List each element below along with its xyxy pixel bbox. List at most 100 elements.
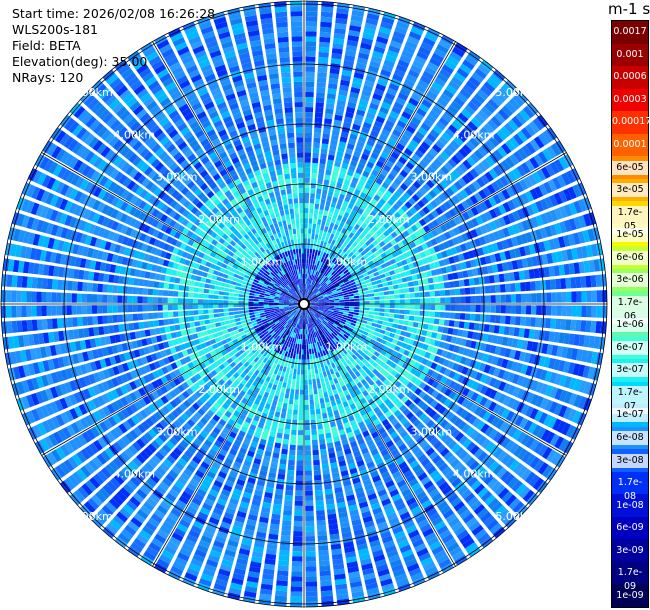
ray-gate xyxy=(508,497,521,510)
ray-gate xyxy=(405,332,412,338)
ray-gate xyxy=(46,418,56,431)
ray-gate xyxy=(315,373,320,379)
ray-gate xyxy=(294,317,298,323)
ray-gate xyxy=(317,352,321,358)
ray-gate xyxy=(236,478,246,487)
ray-gate xyxy=(450,264,457,272)
ray-gate xyxy=(288,357,293,364)
ray-gate xyxy=(311,439,318,446)
ray-gate xyxy=(339,516,349,524)
ray-gate xyxy=(357,374,364,382)
ray-gate xyxy=(192,474,202,483)
ray-gate xyxy=(384,295,390,300)
ray-gate xyxy=(543,266,550,278)
ray-gate xyxy=(448,380,457,389)
ray-gate xyxy=(364,165,372,174)
ray-gate xyxy=(98,508,111,521)
ray-gate xyxy=(312,343,316,349)
ray-gate xyxy=(354,301,360,304)
ray-gate xyxy=(319,204,325,211)
ray-gate xyxy=(299,349,302,355)
ray-gate xyxy=(365,279,372,284)
ray-gate xyxy=(386,549,399,559)
ray-gate xyxy=(315,337,319,343)
ray-gate xyxy=(441,132,452,142)
ray-gate xyxy=(315,403,320,410)
ray-gate xyxy=(535,317,541,328)
ray-gate xyxy=(380,578,393,587)
ray-gate xyxy=(395,199,404,208)
ray-gate xyxy=(300,364,304,370)
ray-gate xyxy=(366,439,375,447)
ray-gate xyxy=(473,277,480,286)
ray-gate xyxy=(361,236,368,243)
ray-gate xyxy=(312,309,317,313)
ray-gate xyxy=(279,318,285,323)
ray-gate xyxy=(322,310,328,313)
ray-gate xyxy=(474,68,487,80)
ray-gate xyxy=(140,465,151,476)
ray-gate xyxy=(331,316,337,320)
ray-gate xyxy=(486,77,499,89)
ray-gate xyxy=(528,243,536,255)
ray-gate xyxy=(379,273,386,279)
ray-gate xyxy=(321,355,326,362)
ray-gate xyxy=(350,391,357,399)
ray-gate xyxy=(180,453,191,463)
ray-gate xyxy=(184,409,193,418)
ray-gate xyxy=(309,394,314,400)
ray-gate xyxy=(393,422,402,431)
ray-gate xyxy=(328,294,334,298)
ray-gate xyxy=(246,400,253,408)
ray-gate xyxy=(539,198,549,211)
ray-gate xyxy=(216,498,227,507)
ray-gate xyxy=(236,434,244,443)
ray-gate xyxy=(320,256,325,263)
ray-gate xyxy=(333,119,342,126)
ray-gate xyxy=(133,426,143,437)
ray-gate xyxy=(412,60,425,70)
ray-gate xyxy=(370,402,378,410)
ray-gate xyxy=(312,287,316,292)
ray-gate xyxy=(295,480,303,486)
ray-gate xyxy=(409,333,417,340)
ray-gate xyxy=(313,300,319,302)
ray-gate xyxy=(330,201,337,208)
ray-gate xyxy=(307,307,312,312)
ray-gate xyxy=(535,214,544,227)
ray-gate xyxy=(338,293,344,297)
ray-gate xyxy=(526,204,535,216)
ray-gate xyxy=(359,47,371,55)
ray-gate xyxy=(281,525,292,531)
ray-gate xyxy=(477,247,485,256)
ray-gate xyxy=(352,216,359,224)
ray-gate xyxy=(318,299,324,302)
ray-gate xyxy=(343,179,351,186)
ray-gate xyxy=(194,492,205,502)
ray-gate xyxy=(256,531,267,539)
ray-gate xyxy=(372,344,379,351)
ray-gate xyxy=(479,342,487,352)
ray-gate xyxy=(408,478,419,488)
ray-gate xyxy=(507,225,515,236)
ray-gate xyxy=(235,456,244,464)
ray-gate xyxy=(280,312,286,316)
ray-gate xyxy=(435,304,441,311)
ray-gate xyxy=(156,529,169,540)
ray-gate xyxy=(439,179,449,189)
ray-gate xyxy=(399,54,412,64)
ray-gate xyxy=(554,159,565,172)
ray-gate xyxy=(389,295,395,299)
ray-gate xyxy=(401,362,409,370)
ray-gate xyxy=(293,338,297,344)
ray-gate xyxy=(477,435,488,446)
ray-gate xyxy=(316,188,322,195)
ray-gate xyxy=(573,216,582,230)
ray-gate xyxy=(223,343,230,349)
ray-gate xyxy=(578,261,586,274)
ray-gate xyxy=(336,419,343,426)
ray-gate xyxy=(295,384,300,390)
ray-gate xyxy=(125,406,134,416)
ray-gate xyxy=(250,504,260,512)
ray-gate xyxy=(533,329,540,340)
